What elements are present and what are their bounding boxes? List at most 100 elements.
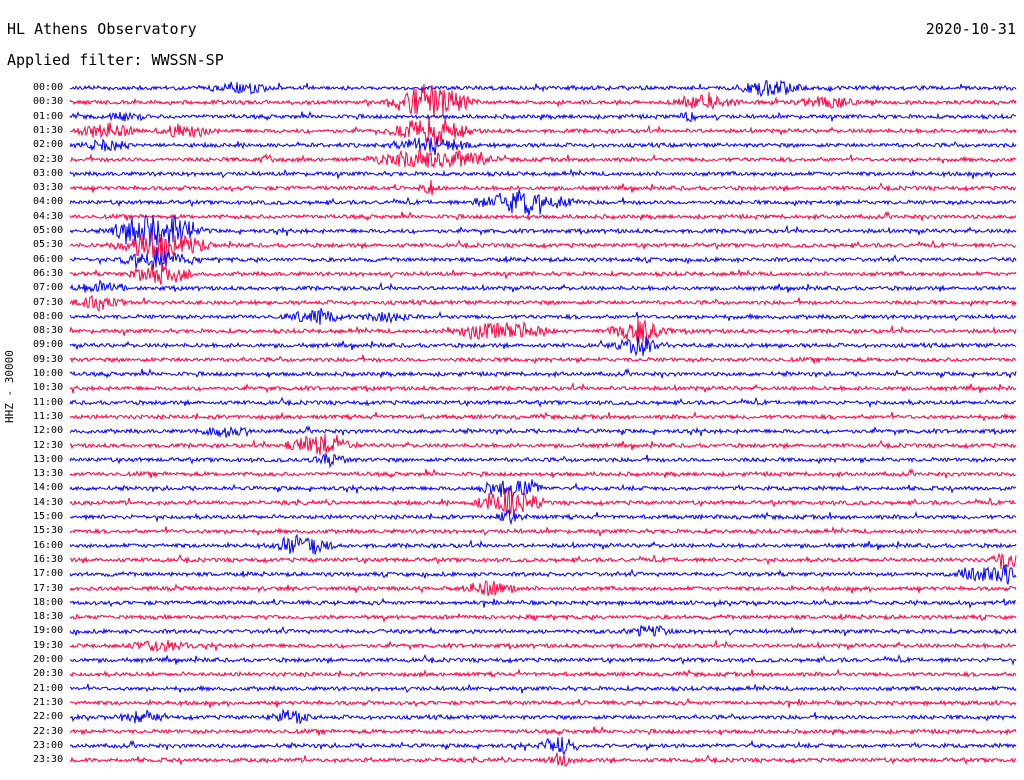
trace-line xyxy=(69,479,1017,502)
time-label: 01:30 xyxy=(33,124,64,136)
trace-line xyxy=(69,336,1017,357)
time-label: 07:30 xyxy=(33,296,64,308)
time-label: 19:00 xyxy=(33,625,64,637)
time-label: 18:30 xyxy=(33,611,64,623)
trace-line xyxy=(69,612,1017,624)
time-label: 09:00 xyxy=(33,339,64,351)
trace-line xyxy=(69,210,1017,222)
time-label: 17:00 xyxy=(33,568,64,580)
time-label: 02:30 xyxy=(33,153,64,165)
trace-line xyxy=(69,597,1017,609)
time-label: 02:00 xyxy=(33,139,64,151)
trace-line xyxy=(69,668,1017,679)
trace-line xyxy=(69,135,1017,156)
trace-line xyxy=(69,564,1017,585)
time-label: 04:30 xyxy=(33,210,64,222)
time-label: 12:30 xyxy=(33,439,64,451)
trace-line xyxy=(69,367,1017,379)
time-label: 14:30 xyxy=(33,496,64,508)
trace-line xyxy=(69,179,1017,196)
trace-line xyxy=(69,552,1017,570)
trace-line xyxy=(69,396,1017,409)
trace-line xyxy=(69,425,1017,439)
trace-line xyxy=(69,354,1017,365)
time-label: 17:30 xyxy=(33,582,64,594)
time-axis: 00:00 00:30 01:00 01:30 02:00 02:30 03:00 03:30… xyxy=(0,0,70,780)
trace-line xyxy=(69,736,1017,756)
time-label: 07:00 xyxy=(33,282,64,294)
trace-line xyxy=(69,247,1017,271)
time-label: 11:30 xyxy=(33,410,64,422)
trace-line xyxy=(69,509,1017,526)
trace-line xyxy=(69,708,1017,725)
time-label: 23:30 xyxy=(33,754,64,766)
time-label: 00:30 xyxy=(33,96,64,108)
time-label: 05:00 xyxy=(33,225,64,236)
time-label: 15:30 xyxy=(33,525,64,537)
time-label: 22:30 xyxy=(33,725,64,737)
time-label: 06:30 xyxy=(33,267,64,279)
time-label: 00:00 xyxy=(33,82,64,93)
trace-line xyxy=(69,579,1017,597)
time-label: 20:00 xyxy=(33,654,64,665)
date-label: 2020-10-31 xyxy=(925,20,1016,38)
trace-line xyxy=(69,168,1017,179)
trace-line xyxy=(69,83,1017,118)
time-label: 15:00 xyxy=(33,511,64,522)
time-label: 05:30 xyxy=(33,239,64,251)
time-label: 22:00 xyxy=(33,711,64,723)
trace-line xyxy=(69,467,1017,479)
time-label: 16:30 xyxy=(33,553,64,565)
time-label: 20:30 xyxy=(33,668,64,680)
time-label: 10:30 xyxy=(33,382,64,394)
time-label: 14:00 xyxy=(33,482,64,494)
time-label: 13:30 xyxy=(33,468,64,480)
trace-line xyxy=(69,308,1017,325)
time-label: 08:30 xyxy=(33,325,64,337)
time-label: 03:30 xyxy=(33,182,64,194)
time-label: 12:00 xyxy=(33,425,64,437)
trace-line xyxy=(69,117,1017,147)
trace-line xyxy=(69,725,1017,737)
time-label: 21:00 xyxy=(33,682,64,694)
trace-line xyxy=(69,231,1017,262)
trace-line xyxy=(70,147,1017,169)
trace-line xyxy=(69,639,1016,653)
trace-line xyxy=(69,683,1017,694)
time-label: 21:30 xyxy=(33,696,64,708)
trace-line xyxy=(69,381,1017,394)
trace-line xyxy=(69,318,1017,343)
trace-line xyxy=(69,294,1017,312)
trace-line xyxy=(69,752,1017,767)
trace-line xyxy=(69,110,1016,123)
time-label: 08:00 xyxy=(33,310,64,322)
time-label: 06:00 xyxy=(33,253,64,265)
station-title: HL Athens Observatory xyxy=(7,20,197,38)
time-label: 10:00 xyxy=(33,368,64,379)
trace-line xyxy=(69,189,1017,216)
time-label: 09:30 xyxy=(33,353,64,365)
trace-line xyxy=(69,262,1017,285)
time-label: 19:30 xyxy=(33,639,64,651)
trace-line xyxy=(69,625,1017,637)
trace-line xyxy=(69,533,1017,555)
trace-line xyxy=(69,453,1017,469)
time-label: 23:00 xyxy=(33,739,64,751)
time-label: 13:00 xyxy=(33,453,64,465)
trace-line xyxy=(69,433,1017,456)
trace-line xyxy=(69,214,1017,247)
time-label: 16:00 xyxy=(33,539,64,551)
trace-line xyxy=(69,79,1017,98)
time-label: 01:00 xyxy=(33,110,64,122)
trace-line xyxy=(69,654,1017,666)
trace-line xyxy=(69,410,1017,421)
time-label: 11:00 xyxy=(33,396,64,408)
filter-label: Applied filter: WWSSN-SP xyxy=(7,51,224,69)
time-label: 04:00 xyxy=(33,196,64,208)
trace-line xyxy=(69,279,1017,293)
trace-line xyxy=(69,697,1017,708)
trace-line xyxy=(69,525,1017,537)
time-label: 18:00 xyxy=(33,596,64,608)
time-label: 03:00 xyxy=(33,167,64,179)
